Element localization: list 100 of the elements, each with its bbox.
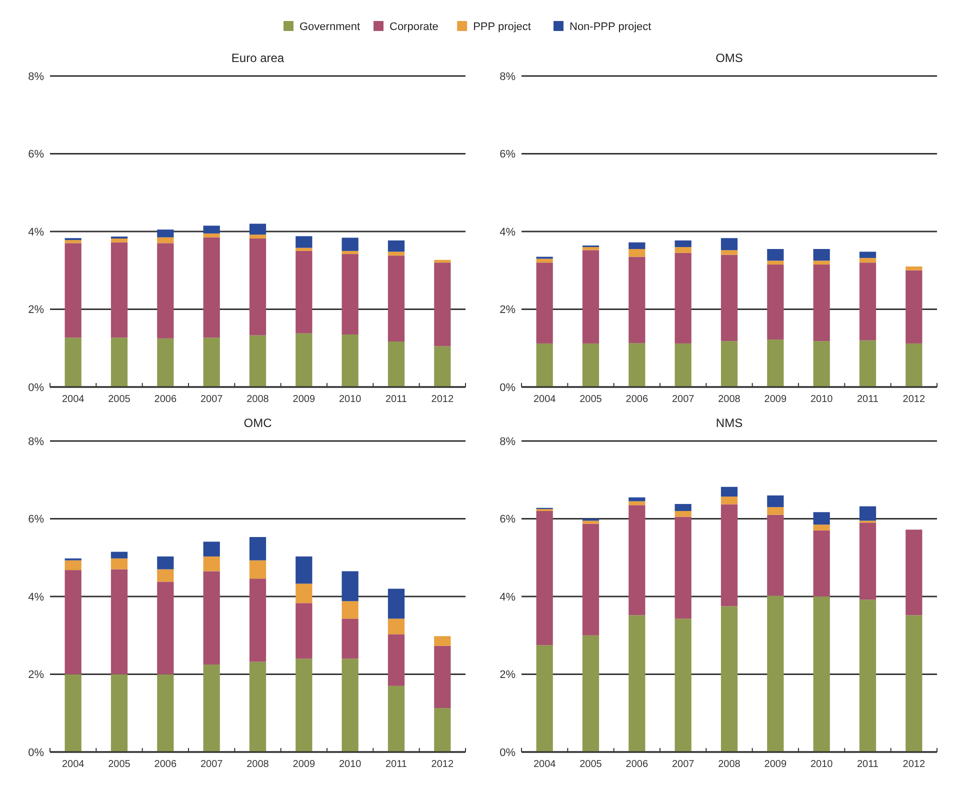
bar	[249, 224, 266, 235]
bar	[813, 248, 830, 261]
bar	[674, 516, 692, 619]
x-tick-label: 2012	[431, 759, 454, 770]
y-tick-label: 6%	[28, 514, 44, 526]
y-tick-label: 0%	[28, 382, 44, 394]
x-tick-label: 2011	[856, 759, 879, 770]
bar	[859, 252, 876, 258]
bar	[767, 596, 784, 752]
bar	[628, 501, 646, 506]
bar	[859, 522, 876, 600]
x-tick-label: 2011	[385, 394, 408, 405]
bar	[906, 343, 922, 387]
bar	[110, 338, 128, 387]
bar	[628, 497, 646, 502]
legend-label: Corporate	[390, 20, 438, 33]
bar	[434, 708, 451, 752]
x-tick-label: 2009	[292, 759, 316, 770]
bar	[767, 495, 784, 508]
bar	[157, 237, 174, 244]
bar	[906, 530, 922, 616]
bar	[582, 524, 600, 636]
legend-label: PPP project	[473, 20, 531, 33]
bar	[628, 242, 646, 249]
x-tick-label: 2012	[902, 394, 926, 405]
bar	[720, 238, 738, 250]
bar	[296, 584, 312, 604]
y-tick-label: 4%	[500, 591, 516, 604]
bar	[203, 237, 220, 338]
bar	[434, 646, 451, 708]
bar	[110, 558, 128, 570]
bar	[342, 250, 358, 254]
x-tick-label: 2006	[154, 394, 177, 405]
bar	[342, 334, 358, 387]
x-tick-label: 2005	[580, 759, 602, 770]
bar	[296, 333, 312, 387]
x-tick-label: 2012	[902, 759, 926, 770]
x-tick-label: 2005	[108, 759, 131, 770]
bar	[110, 238, 128, 242]
y-tick-label: 4%	[28, 591, 44, 604]
bar	[674, 252, 692, 344]
y-tick-label: 6%	[500, 148, 516, 161]
x-tick-label: 2008	[246, 759, 270, 770]
bar	[906, 615, 922, 752]
bar	[296, 250, 312, 334]
y-tick-label: 8%	[28, 70, 44, 83]
bar	[296, 236, 312, 248]
bar	[434, 260, 451, 263]
x-tick-label: 2008	[718, 394, 741, 405]
bar	[249, 578, 266, 662]
bar	[342, 658, 358, 752]
chart-title: NMS	[716, 416, 743, 430]
bar	[582, 247, 600, 250]
bar	[536, 343, 553, 387]
bar	[720, 486, 738, 497]
bar	[64, 338, 82, 387]
bar	[388, 634, 405, 686]
x-tick-label: 2004	[533, 759, 556, 770]
bar	[582, 520, 600, 524]
legend-label: Government	[300, 20, 360, 33]
bar	[249, 335, 266, 387]
bar	[157, 243, 174, 338]
bar	[859, 262, 876, 340]
bar	[203, 556, 220, 572]
bar	[203, 664, 220, 752]
y-tick-label: 0%	[500, 746, 516, 759]
bar	[674, 510, 692, 517]
bar	[536, 258, 553, 263]
bar	[388, 588, 405, 619]
bar	[203, 571, 220, 665]
bar	[628, 615, 646, 752]
x-tick-label: 2011	[385, 759, 408, 770]
bar	[110, 242, 128, 338]
y-tick-label: 2%	[500, 669, 516, 682]
bar	[157, 582, 174, 674]
x-tick-label: 2006	[154, 759, 177, 770]
bar	[536, 510, 553, 646]
bar	[296, 248, 312, 251]
bar	[388, 342, 405, 387]
bar	[203, 338, 220, 387]
bar	[720, 250, 738, 255]
bar	[628, 256, 646, 344]
x-tick-label: 2004	[533, 394, 556, 405]
bar	[157, 674, 174, 752]
bar	[64, 560, 82, 570]
x-tick-label: 2004	[62, 394, 85, 405]
x-tick-label: 2009	[764, 394, 787, 405]
bar	[64, 674, 82, 752]
x-tick-label: 2008	[246, 394, 270, 405]
bar	[813, 260, 830, 265]
y-tick-label: 0%	[28, 746, 44, 759]
bar	[767, 340, 784, 387]
bar	[203, 542, 220, 556]
bar	[628, 343, 646, 387]
bar	[859, 258, 876, 263]
bar	[767, 514, 784, 596]
x-tick-label: 2012	[431, 394, 454, 405]
y-tick-label: 4%	[500, 226, 516, 238]
x-tick-label: 2010	[810, 759, 834, 770]
bar	[342, 601, 358, 619]
